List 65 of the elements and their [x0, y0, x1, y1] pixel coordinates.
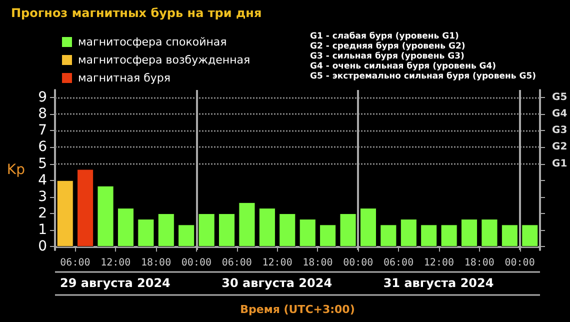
bar [380, 224, 397, 247]
y-tick-label: 2 [38, 206, 47, 222]
bar [340, 214, 356, 247]
bar [460, 218, 478, 247]
text: G3 - сильная буря (уровень G3) [310, 52, 465, 62]
bar [258, 208, 276, 247]
chart-title: Прогноз магнитных бурь на три дня [11, 6, 262, 20]
y-tick-label: 4 [38, 172, 48, 188]
y-tick-label: 0 [38, 238, 47, 255]
bar [158, 214, 174, 247]
text: G4 - очень сильная буря (уровень G4) [310, 62, 496, 72]
bar [178, 224, 195, 247]
bar [420, 224, 438, 247]
bar [218, 214, 236, 247]
legend-label: магнитосфера спокойная [78, 36, 227, 48]
x-tick-label: 06:00 [60, 258, 90, 268]
bar [117, 208, 134, 247]
x-tick-label: 06:00 [383, 258, 414, 268]
bar [501, 224, 518, 247]
bar [320, 224, 336, 247]
y-tick-label: 9 [38, 89, 47, 106]
x-axis-title: Время (UTC+3:00) [240, 303, 355, 316]
y-tick-label: 5 [38, 156, 47, 172]
ref-line-label: G3 [552, 125, 568, 136]
bar [198, 214, 215, 247]
x-tick-label: 06:00 [222, 258, 252, 268]
x-tick-label: 12:00 [262, 258, 292, 268]
bar [138, 218, 154, 247]
ref-line-label: G4 [552, 108, 568, 120]
ref-line-label: G2 [552, 142, 568, 153]
x-tick-label: 18:00 [140, 258, 172, 268]
bar [440, 224, 458, 247]
text: G2 - средняя буря (уровень G2) [310, 42, 466, 52]
x-tick-label: 12:00 [424, 258, 454, 268]
text: 30 августа 2024 [222, 276, 332, 290]
legend-label: магнитосфера возбужденная [78, 54, 250, 66]
x-tick-label: 00:00 [343, 258, 374, 268]
bar [238, 202, 256, 247]
text: 29 августа 2024 [60, 276, 170, 290]
legend-label: магнитная буря [78, 72, 171, 84]
y-tick-label: 8 [38, 106, 47, 122]
y-axis-title: Kp [6, 162, 26, 178]
ref-line-label: G1 [552, 158, 568, 170]
text: G1 - слабая буря (уровень G1) [310, 32, 459, 42]
bar [279, 214, 296, 247]
x-tick-label: 18:00 [464, 258, 494, 268]
bar [481, 218, 498, 247]
x-tick-label: 00:00 [181, 258, 212, 268]
x-tick-label: 18:00 [302, 258, 333, 268]
bar [56, 180, 74, 247]
bar [400, 218, 417, 247]
y-tick-label: 6 [38, 139, 48, 156]
text: G5 - экстремально сильная буря (уровень G5) [310, 72, 536, 82]
text: 31 августа 2024 [383, 276, 494, 290]
bar [360, 208, 377, 247]
bar [522, 224, 538, 247]
bar [299, 218, 316, 247]
y-tick-label: 7 [38, 122, 47, 139]
y-tick-label: 3 [38, 188, 47, 205]
ref-line-label: G5 [552, 92, 568, 103]
y-tick-label: 1 [38, 222, 47, 238]
x-tick-label: 00:00 [504, 258, 535, 268]
x-tick-label: 12:00 [100, 258, 131, 268]
bar [77, 169, 94, 247]
bar [97, 186, 114, 247]
